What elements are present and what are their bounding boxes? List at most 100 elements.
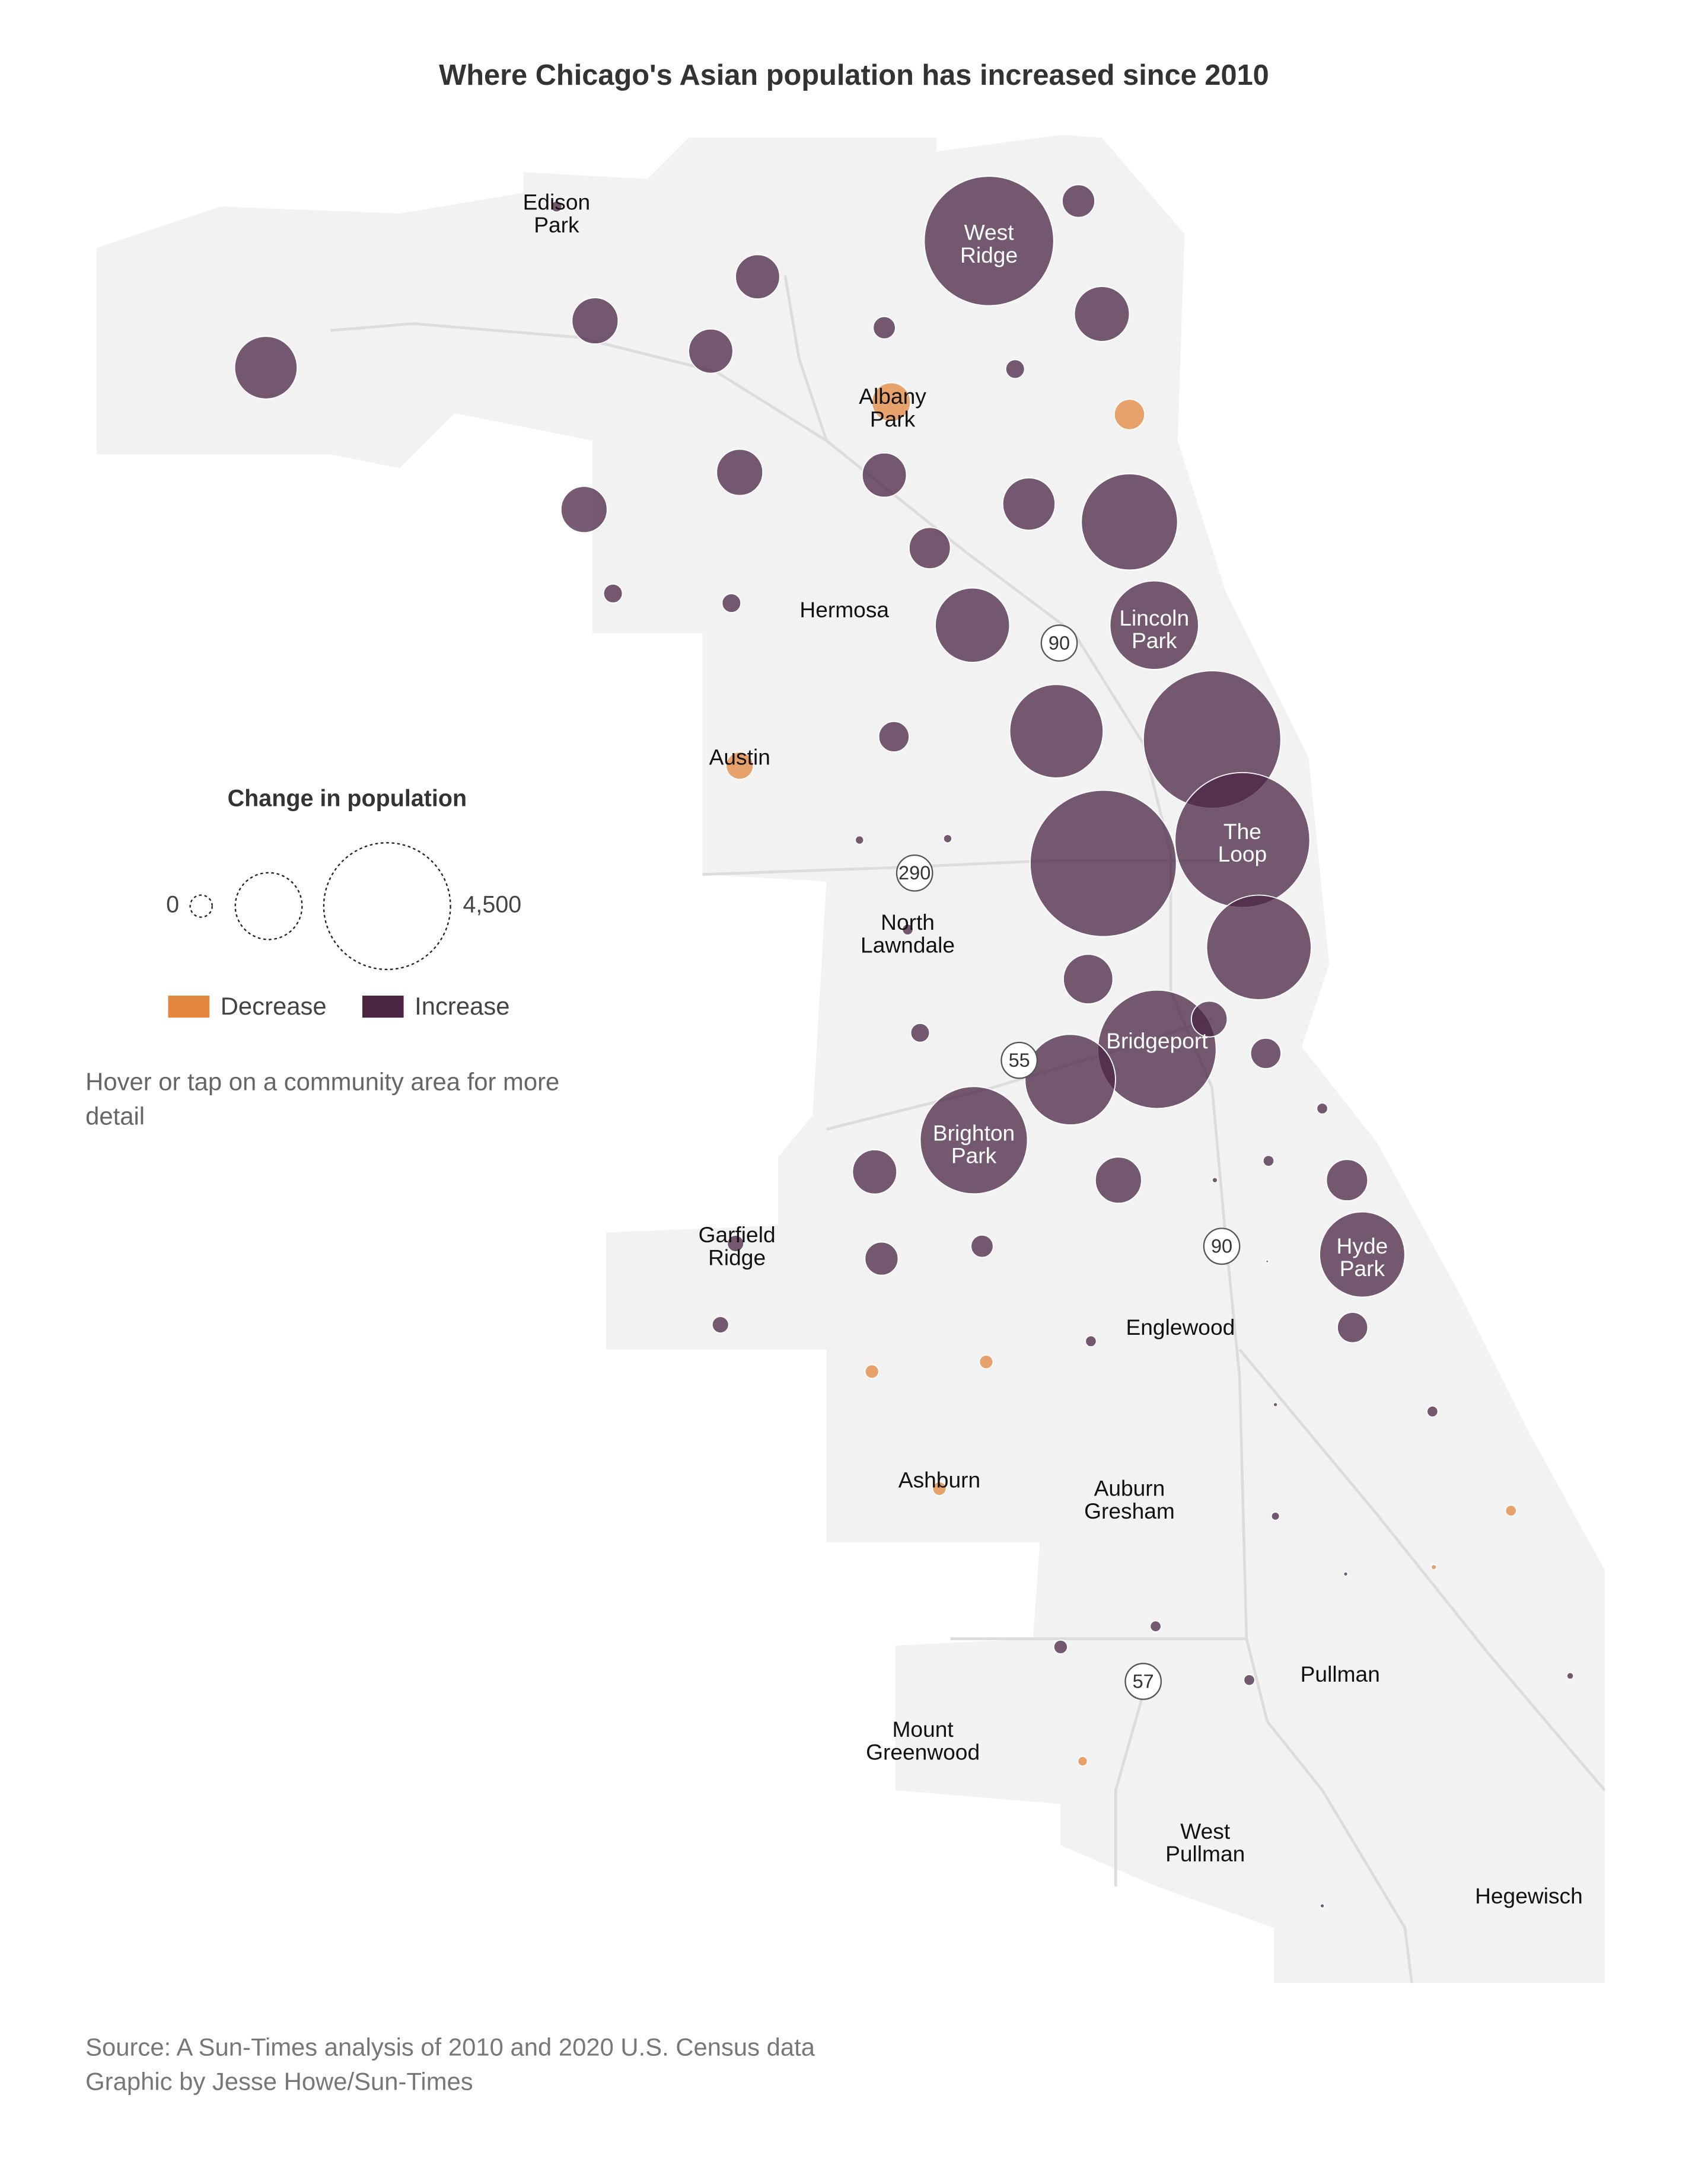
community-bubble[interactable] [1566, 1672, 1575, 1680]
community-bubble[interactable] [1005, 359, 1025, 380]
highway-label: 90 [1211, 1236, 1232, 1257]
place-label: Park [870, 406, 916, 431]
community-bubble[interactable] [1113, 398, 1146, 431]
place-label: Gresham [1084, 1498, 1175, 1523]
community-bubble[interactable] [908, 527, 951, 570]
community-bubble[interactable] [942, 834, 952, 844]
place-label: Hegewisch [1475, 1883, 1583, 1908]
community-bubble[interactable] [1505, 1504, 1517, 1517]
community-bubble[interactable] [716, 448, 764, 496]
community-bubble[interactable] [711, 1316, 729, 1334]
community-bubble[interactable] [1273, 1402, 1279, 1408]
community-bubble[interactable] [688, 328, 734, 374]
legend-size-label: 4,500 [463, 891, 521, 917]
legend-size-circle [189, 894, 213, 918]
community-bubble[interactable] [1337, 1312, 1369, 1344]
source: Source: A Sun-Times analysis of 2010 and… [85, 2033, 815, 2061]
community-bubble[interactable] [1109, 580, 1199, 670]
community-bubble[interactable] [932, 1481, 947, 1496]
highway-label: 57 [1133, 1670, 1154, 1692]
community-bubble[interactable] [1430, 1564, 1438, 1571]
community-bubble[interactable] [1063, 954, 1114, 1005]
place-label: Englewood [1126, 1315, 1235, 1340]
legend-size-label: 0 [166, 891, 179, 917]
community-bubble[interactable] [910, 1022, 931, 1043]
community-bubble[interactable] [1243, 1673, 1255, 1686]
place-label: Lawndale [861, 932, 955, 957]
community-bubble[interactable] [1073, 286, 1130, 342]
place-label: Albany [859, 384, 926, 409]
community-bubble[interactable] [1062, 184, 1096, 218]
community-bubble[interactable] [1206, 894, 1312, 1000]
community-bubble[interactable] [1191, 1000, 1228, 1038]
community-bubble[interactable] [1343, 1571, 1349, 1577]
note: Hover or tap on a community area for mor… [85, 1068, 559, 1096]
place-label: Park [1340, 1256, 1385, 1281]
place-label: Loop [1218, 841, 1267, 866]
community-bubble[interactable] [871, 382, 912, 422]
community-bubble[interactable] [979, 1354, 994, 1370]
title: Where Chicago's Asian population has inc… [439, 59, 1269, 91]
place-label: West [964, 220, 1015, 245]
community-bubble[interactable] [1316, 1102, 1328, 1115]
legend-label: Increase [415, 992, 509, 1020]
community-bubble[interactable] [1250, 1037, 1282, 1070]
place-label: Edison [523, 190, 591, 215]
community-bubble[interactable] [1149, 1620, 1162, 1632]
place-label: Ashburn [898, 1468, 980, 1493]
community-bubble[interactable] [852, 1149, 898, 1195]
highway-shield [1000, 1041, 1038, 1079]
community-bubble[interactable] [571, 297, 619, 345]
community-bubble[interactable] [721, 593, 742, 614]
community-bubble[interactable] [1212, 1176, 1218, 1184]
community-bubble[interactable] [1030, 789, 1177, 937]
community-bubble[interactable] [901, 923, 914, 936]
community-bubble[interactable] [919, 1086, 1028, 1195]
community-bubble[interactable] [864, 1241, 899, 1276]
community-bubble[interactable] [855, 835, 865, 845]
community-bubble[interactable] [878, 720, 910, 753]
community-bubble[interactable] [735, 254, 780, 300]
highway-label: 90 [1049, 632, 1070, 653]
community-bubble[interactable] [1319, 1211, 1406, 1298]
community-bubble[interactable] [726, 1235, 745, 1252]
community-bubble[interactable] [970, 1234, 994, 1258]
place-label: West [1180, 1819, 1231, 1844]
community-bubble[interactable] [1270, 1511, 1280, 1521]
community-bubble[interactable] [861, 452, 907, 498]
community-bubble[interactable] [1265, 1259, 1269, 1264]
community-bubble[interactable] [1085, 1335, 1097, 1348]
community-bubble[interactable] [872, 315, 896, 340]
place-label: Mount [892, 1717, 954, 1742]
place-label: Pullman [1165, 1841, 1245, 1866]
community-bubble[interactable] [935, 587, 1011, 663]
community-bubble[interactable] [234, 336, 298, 400]
community-bubble[interactable] [1024, 1034, 1116, 1125]
place-label: Hermosa [799, 597, 889, 622]
highway-shield [1124, 1663, 1162, 1700]
community-bubble[interactable] [603, 583, 623, 604]
community-bubble[interactable] [1081, 473, 1178, 571]
highway-shield [1203, 1227, 1241, 1265]
place-label: Greenwood [866, 1739, 980, 1764]
community-bubble[interactable] [864, 1364, 880, 1379]
community-bubble[interactable] [1009, 684, 1104, 779]
place-label: Auburn [1094, 1476, 1165, 1501]
community-bubble[interactable] [1262, 1155, 1275, 1167]
community-bubble[interactable] [1077, 1756, 1088, 1767]
legend-swatch-increase [362, 996, 404, 1018]
community-bubble[interactable] [1094, 1156, 1142, 1204]
community-bubble[interactable] [725, 751, 754, 780]
highway-shield [1040, 624, 1078, 662]
community-bubble[interactable] [1320, 1903, 1325, 1909]
credit: Graphic by Jesse Howe/Sun-Times [85, 2068, 473, 2096]
community-bubble[interactable] [923, 176, 1054, 307]
community-bubble[interactable] [560, 486, 608, 534]
community-bubble[interactable] [1002, 477, 1056, 531]
community-bubble[interactable] [1426, 1405, 1439, 1418]
community-bubble[interactable] [1325, 1159, 1369, 1202]
community-bubble[interactable] [1053, 1639, 1068, 1654]
community-bubble[interactable] [550, 200, 563, 213]
note: detail [85, 1102, 145, 1130]
